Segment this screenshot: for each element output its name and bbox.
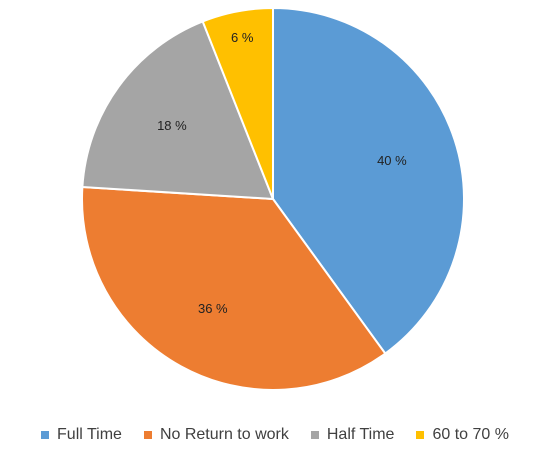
slice-label-half-time: 18 % bbox=[157, 118, 187, 133]
legend-swatch-full-time bbox=[41, 431, 50, 439]
slice-label-no-return-to-work: 36 % bbox=[198, 301, 228, 316]
pie-slice-full-time bbox=[272, 7, 465, 355]
legend-item-half-time: Half Time bbox=[310, 426, 395, 444]
legend-label-no-return-to-work: No Return to work bbox=[159, 426, 289, 443]
legend-item-no-return-to-work: No Return to work bbox=[143, 426, 289, 444]
pie-slice-half-time bbox=[81, 20, 274, 200]
legend-label-full-time: Full Time bbox=[57, 426, 122, 443]
legend: Full Time No Return to work Half Time 60… bbox=[0, 424, 550, 446]
legend-swatch-no-return-to-work bbox=[143, 431, 152, 439]
pie-slice-no-return-to-work bbox=[81, 186, 387, 391]
slice-label-full-time: 40 % bbox=[377, 153, 407, 168]
slice-label-60-to-70: 6 % bbox=[231, 30, 254, 45]
pie-slice-60-to-70 bbox=[201, 7, 274, 200]
pie-chart: 40 % 36 % 18 % 6 % bbox=[81, 7, 465, 391]
legend-label-half-time: Half Time bbox=[326, 426, 395, 443]
legend-label-60-to-70: 60 to 70 % bbox=[432, 426, 509, 443]
legend-swatch-60-to-70 bbox=[416, 431, 425, 439]
legend-swatch-half-time bbox=[310, 431, 319, 439]
legend-item-60-to-70: 60 to 70 % bbox=[416, 426, 509, 444]
legend-item-full-time: Full Time bbox=[41, 426, 122, 444]
